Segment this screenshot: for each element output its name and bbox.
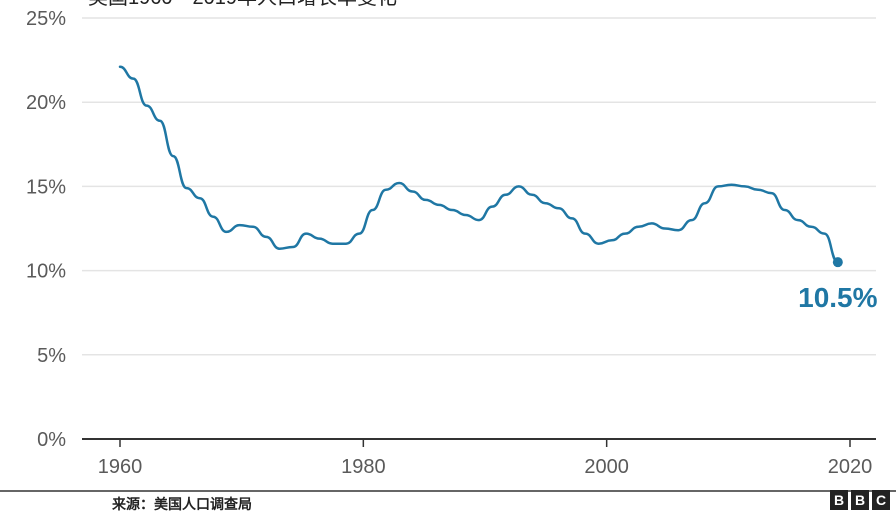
end-point-marker [832,257,843,268]
y-tick-label: 15% [26,176,66,198]
x-axis-ticks: 1960 1980 2000 2020 [98,439,873,478]
bbc-logo-letter: B [830,490,848,510]
bbc-logo: B B C [830,490,890,510]
chart-title: 美国1960—2019年人口增长率变化 [88,0,397,9]
y-tick-label: 25% [26,8,66,30]
y-axis-ticks: 0% 5% 10% 15% 20% 25% [26,8,66,451]
x-tick-label: 1980 [341,456,386,478]
series-line [118,65,840,264]
x-tick-label: 2020 [828,456,873,478]
y-tick-label: 10% [26,261,66,283]
y-tick-label: 20% [26,92,66,114]
x-tick-label: 1960 [98,456,143,478]
end-value-label: 10.5% [798,282,877,313]
source-note: 来源：美国人口调查局 [111,496,252,513]
gridlines [82,17,876,356]
x-tick-label: 2000 [584,456,629,478]
y-tick-label: 0% [37,429,66,451]
bbc-logo-letter: C [872,490,890,510]
bbc-logo-letter: B [851,490,869,510]
y-tick-label: 5% [37,345,66,367]
